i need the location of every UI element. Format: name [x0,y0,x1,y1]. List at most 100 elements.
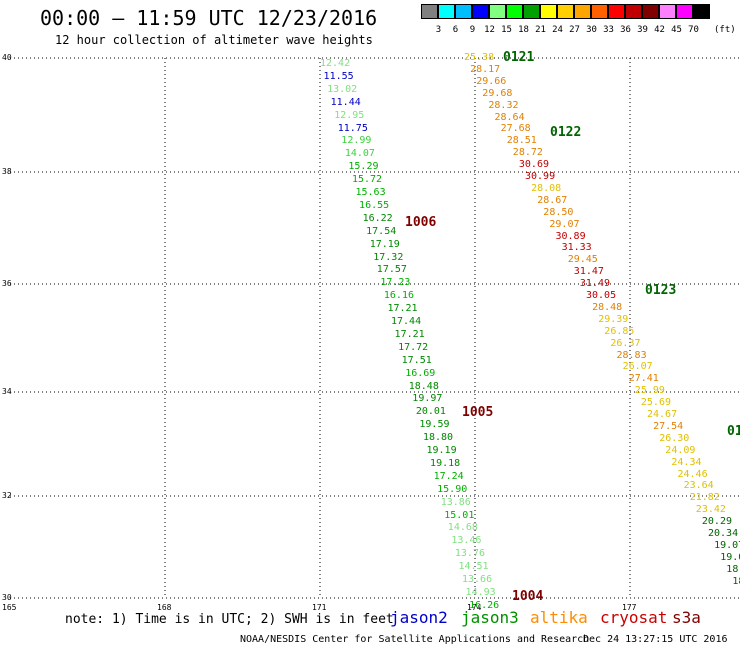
wave-height-point: 21.82 [689,492,720,504]
satellite-legend-item: altika [530,608,588,627]
scale-swatch [625,4,642,19]
wave-height-point: 26.30 [659,432,690,444]
wave-height-point: 25.38 [464,52,495,63]
wave-height-point: 29.66 [476,75,507,87]
wave-height-point: 28.32 [488,99,519,111]
scale-swatch [608,4,625,19]
scale-label: 24 [552,25,563,35]
wave-height-point: 28.83 [616,349,647,361]
wave-height-point: 18.80 [422,432,454,444]
wave-height-point: 26.07 [622,361,653,373]
scale-label: 27 [569,25,580,35]
scale-label: 45 [671,25,682,35]
latitude-label: 38 [2,167,12,176]
wave-height-point: 20.01 [415,406,446,418]
wave-height-point: 16.16 [383,290,414,302]
scale-label: 36 [620,25,631,35]
wave-height-point: 20.34 [708,528,739,539]
scale-swatch [591,4,608,19]
scale-label: 70 [688,25,699,35]
scale-swatch [472,4,489,19]
longitude-label: 165 [2,603,17,612]
scale-swatch [489,4,506,19]
wave-height-point: 17.44 [391,316,422,327]
wave-height-point: 28.08 [531,182,562,194]
scale-label: 3 [435,25,442,35]
wave-height-point: 30.99 [525,171,556,182]
wave-height-point: 18. [726,563,740,575]
wave-height-point: 27.54 [653,420,684,432]
map-grid [10,57,740,599]
scale-swatch [574,4,591,19]
scale-label: 9 [469,25,476,35]
units-note: note: 1) Time is in UTC; 2) SWH is in fe… [65,612,394,627]
latitude-label: 36 [2,279,12,288]
scale-label: 6 [452,25,459,35]
wave-height-point: 28.64 [494,111,525,123]
scale-label: 15 [501,25,512,35]
latitude-label: 32 [2,491,12,500]
scale-swatch [659,4,676,19]
wave-height-point: 26.37 [610,337,641,349]
footer-credit: NOAA/NESDIS Center for Satellite Applica… [240,634,590,645]
wave-height-point: 31.47 [573,266,604,278]
wave-height-point: 15.72 [351,174,383,186]
longitude-label: 174 [467,603,482,612]
wave-height-point: 19.07 [714,539,740,551]
wave-height-point: 17.23 [380,277,411,289]
wave-height-point: 17.21 [387,303,418,315]
scale-swatch [557,4,574,19]
wave-height-point: 25.69 [640,397,671,409]
scale-swatch [642,4,659,19]
wave-height-point: 19.19 [426,445,457,456]
wave-height-point: 12.99 [341,135,372,147]
wave-height-point: 17.54 [366,225,397,237]
wave-height-point: 11.55 [323,70,354,82]
wave-height-point: 12.42 [320,58,351,69]
wave-height-point: 11.75 [337,122,368,134]
scale-label: 30 [586,25,597,35]
scale-swatch [421,4,438,19]
wave-height-point: 17.19 [369,238,400,250]
wave-height-point: 15.90 [437,483,468,495]
scale-swatch [540,4,557,19]
wave-height-point: 30.69 [518,159,549,171]
satellite-legend-item: cryosat [600,608,668,627]
scale-swatch [455,4,472,19]
wave-height-point: 27.68 [500,123,531,135]
wave-height-point: 24.67 [647,409,678,420]
wave-height-point: 11.44 [330,96,361,108]
wave-height-point: 16.26 [469,599,500,611]
wave-height-point: 23.64 [683,480,714,492]
wave-height-point: 23.42 [695,504,726,516]
scale-swatch [523,4,540,19]
page-subtitle: 12 hour collection of altimeter wave hei… [55,33,373,47]
wave-height-point: 17.51 [401,354,432,366]
wave-height-point: 14.68 [447,522,478,534]
pass-label: 01 [727,424,740,439]
wave-height-point: 20.29 [701,516,732,528]
scale-label: 39 [637,25,648,35]
wave-height-point: 29.45 [567,254,598,266]
wave-height-point: 30.89 [555,230,586,242]
satellite-legend-item: jason3 [461,608,519,627]
longitude-label: 177 [622,603,637,612]
wave-height-point: 19.18 [430,457,461,469]
wave-height-point: 18.48 [408,380,439,392]
longitude-label: 171 [312,603,327,612]
scale-swatch [676,4,693,19]
wave-height-point: 24.46 [677,468,708,480]
wave-height-point: 13.76 [454,548,485,560]
wave-height-point: 13.86 [440,496,471,508]
scale-swatch [693,4,710,19]
wave-height-point: 17.72 [398,341,429,353]
wave-height-point: 18 [732,575,740,587]
wave-height-point: 15.63 [355,187,386,198]
wave-height-point: 24.09 [665,444,696,456]
latitude-label: 30 [2,593,12,602]
wave-height-point: 28.72 [512,147,543,159]
wave-height-point: 27.41 [628,373,659,385]
wave-height-point: 26.85 [604,325,635,337]
wave-height-point: 17.21 [394,328,425,340]
